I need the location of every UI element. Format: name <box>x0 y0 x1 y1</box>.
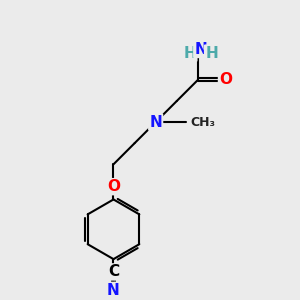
Text: H: H <box>184 46 196 61</box>
Text: N: N <box>194 42 207 57</box>
Text: CH₃: CH₃ <box>190 116 216 129</box>
Text: O: O <box>219 72 232 87</box>
Text: N: N <box>107 283 120 298</box>
Text: C: C <box>108 264 119 279</box>
Text: H: H <box>205 46 218 61</box>
Text: N: N <box>149 115 162 130</box>
Text: O: O <box>107 179 120 194</box>
